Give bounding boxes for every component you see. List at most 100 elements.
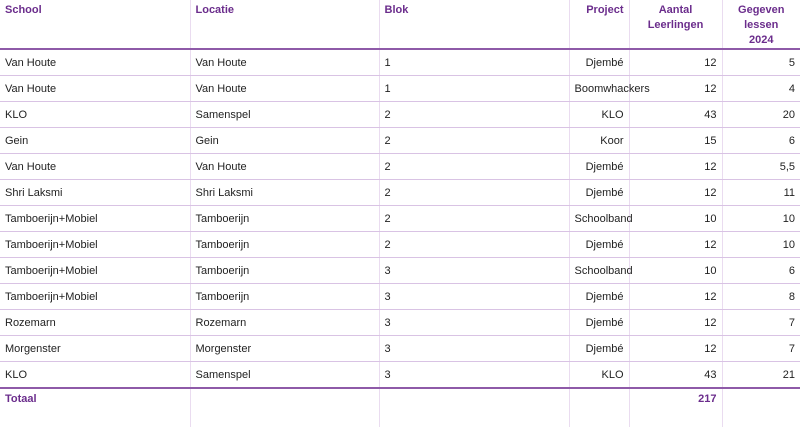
- table-row: KLO Samenspel 3 KLO 43 21: [0, 361, 800, 389]
- cell-blok: 2: [378, 127, 569, 154]
- header-aantal-line2: Leerlingen: [647, 19, 704, 31]
- cell-school: Morgenster: [0, 335, 190, 362]
- cell-locatie: Samenspel: [189, 101, 379, 128]
- cell-school: KLO: [0, 101, 190, 128]
- cell-project: KLO: [568, 101, 629, 128]
- cell-blok: 1: [378, 75, 569, 102]
- cell-aantal: 43: [628, 101, 722, 128]
- header-school: School: [0, 0, 190, 50]
- header-row: School Locatie Blok Project Aantal Leerli…: [0, 0, 800, 50]
- cell-school: KLO: [0, 361, 190, 389]
- table-row: Tamboerijn+Mobiel Tamboerijn 2 Djembé 12 10: [0, 231, 800, 258]
- cell-lessen: 7: [721, 335, 800, 362]
- cell-aantal: 10: [628, 257, 722, 284]
- cell-project: KLO: [568, 361, 629, 389]
- table-row: Tamboerijn+Mobiel Tamboerijn 2 Schoolband 10…: [0, 205, 800, 232]
- cell-school: Rozemarn: [0, 309, 190, 336]
- cell-project: Boomwhackers: [568, 75, 650, 102]
- cell-aantal: 12: [628, 231, 722, 258]
- cell-lessen: 5,5: [721, 153, 800, 180]
- cell-locatie: Morgenster: [189, 335, 379, 362]
- table-row: KLO Samenspel 2 KLO 43 20: [0, 101, 800, 128]
- cell-project: Djembé: [568, 179, 629, 206]
- table-row: Tamboerijn+Mobiel Tamboerijn 3 Schoolband 10…: [0, 257, 800, 284]
- cell-aantal: 12: [628, 153, 722, 180]
- header-lessen-line2: 2024: [749, 34, 774, 46]
- cell-aantal: 12: [628, 49, 722, 76]
- cell-aantal: 12: [628, 179, 722, 206]
- cell-project: Djembé: [568, 283, 629, 310]
- table-row: Morgenster Morgenster 3 Djembé 12 7: [0, 335, 800, 362]
- cell-project: Djembé: [568, 335, 629, 362]
- cell-locatie: Tamboerijn: [189, 257, 379, 284]
- cell-lessen: 10: [721, 205, 800, 232]
- header-lessen: Gegeven lessen 2024: [721, 0, 800, 50]
- cell-school: Van Houte: [0, 75, 190, 102]
- total-aantal: 217: [628, 388, 722, 419]
- cell-school: Tamboerijn+Mobiel: [0, 231, 190, 258]
- cell-lessen: 7: [721, 309, 800, 336]
- cell-lessen: 10: [721, 231, 800, 258]
- table-row: Van Houte Van Houte 1 Djembé 12 5: [0, 49, 800, 76]
- cell-locatie: Samenspel: [189, 361, 379, 389]
- cell-locatie: Gein: [189, 127, 379, 154]
- cell-locatie: Van Houte: [189, 49, 379, 76]
- cell-school: Van Houte: [0, 49, 190, 76]
- cell-project: Koor: [568, 127, 629, 154]
- cell-school: Shri Laksmi: [0, 179, 190, 206]
- cell-blok: 1: [378, 49, 569, 76]
- cell-lessen: 6: [721, 127, 800, 154]
- cell-project: Djembé: [568, 231, 629, 258]
- cell-aantal: 10: [628, 205, 722, 232]
- table-row: Gein Gein 2 Koor 15 6: [0, 127, 800, 154]
- table-row: Van Houte Van Houte 2 Djembé 12 5,5: [0, 153, 800, 180]
- table-row: Van Houte Van Houte 1 Boomwhackers 12 4: [0, 75, 800, 102]
- cell-locatie: Rozemarn: [189, 309, 379, 336]
- header-lessen-line1: Gegeven lessen: [738, 4, 785, 31]
- cell-blok: 3: [378, 335, 569, 362]
- total-label: Totaal: [5, 393, 37, 405]
- cell-project: Djembé: [568, 153, 629, 180]
- cell-project: Schoolband: [568, 257, 633, 284]
- cell-blok: 3: [378, 309, 569, 336]
- cell-locatie: Tamboerijn: [189, 205, 379, 232]
- header-aantal: Aantal Leerlingen: [628, 0, 722, 50]
- table-row: Rozemarn Rozemarn 3 Djembé 12 7: [0, 309, 800, 336]
- table-row: Tamboerijn+Mobiel Tamboerijn 3 Djembé 12 8: [0, 283, 800, 310]
- cell-locatie: Tamboerijn: [189, 231, 379, 258]
- cell-lessen: 20: [721, 101, 800, 128]
- cell-blok: 2: [378, 101, 569, 128]
- cell-aantal: 15: [628, 127, 722, 154]
- cell-school: Van Houte: [0, 153, 190, 180]
- cell-blok: 3: [378, 283, 569, 310]
- cell-lessen: 4: [721, 75, 800, 102]
- cell-aantal: 12: [628, 309, 722, 336]
- cell-locatie: Shri Laksmi: [189, 179, 379, 206]
- cell-project: Djembé: [568, 309, 629, 336]
- total-row: Totaal 217: [0, 388, 800, 419]
- cell-lessen: 6: [721, 257, 800, 284]
- header-aantal-line1: Aantal: [658, 4, 693, 16]
- cell-lessen: 5: [721, 49, 800, 76]
- cell-blok: 2: [378, 179, 569, 206]
- cell-school: Tamboerijn+Mobiel: [0, 283, 190, 310]
- cell-aantal: 12: [628, 283, 722, 310]
- cell-blok: 2: [378, 205, 569, 232]
- header-locatie: Locatie: [189, 0, 379, 50]
- cell-project: Schoolband: [568, 205, 633, 232]
- empty-cell: [189, 388, 379, 419]
- cell-blok: 3: [378, 361, 569, 389]
- cell-lessen: 21: [721, 361, 800, 389]
- empty-cell: [721, 388, 800, 419]
- empty-cell: [568, 388, 629, 419]
- cell-aantal: 43: [628, 361, 722, 389]
- cell-locatie: Van Houte: [189, 153, 379, 180]
- cell-school: Gein: [0, 127, 190, 154]
- empty-cell: [378, 388, 569, 419]
- cell-blok: 2: [378, 153, 569, 180]
- cell-school: Tamboerijn+Mobiel: [0, 205, 190, 232]
- cell-blok: 2: [378, 231, 569, 258]
- cell-lessen: 11: [721, 179, 800, 206]
- cell-aantal: 12: [628, 75, 722, 102]
